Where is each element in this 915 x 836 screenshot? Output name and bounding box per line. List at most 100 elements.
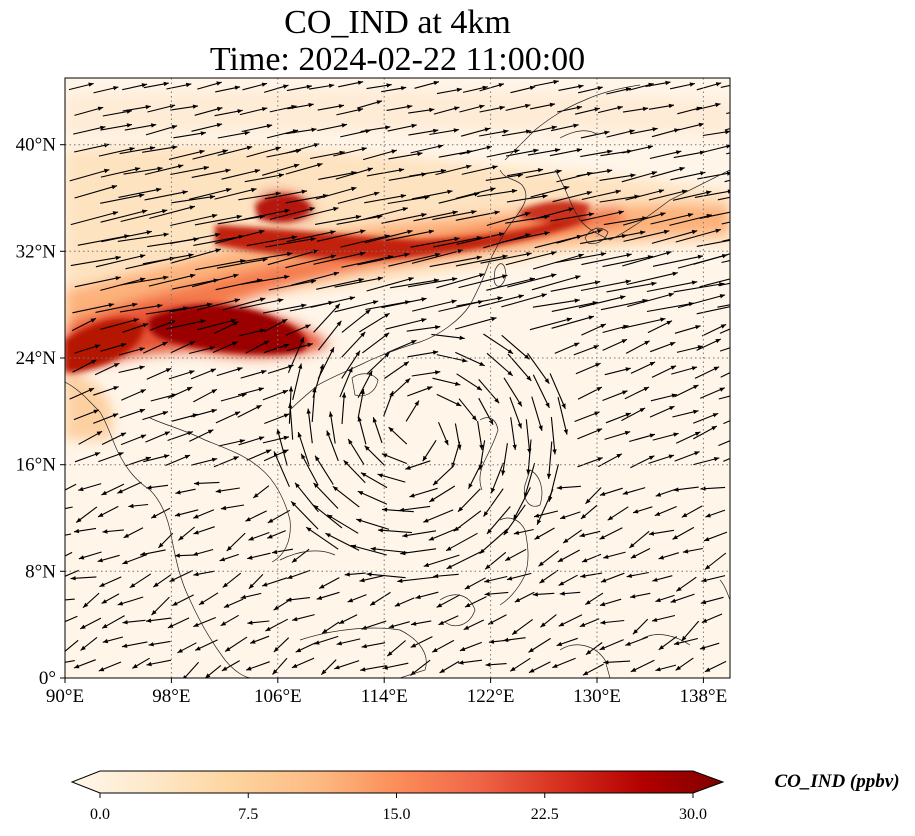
wind-vector-shaft: [723, 420, 730, 425]
colorbar-bar: [70, 770, 725, 794]
wind-vector-head: [691, 280, 698, 285]
wind-vector-shaft: [318, 171, 357, 180]
wind-vector-shaft: [307, 408, 313, 444]
wind-vector-shaft: [193, 235, 245, 246]
wind-vector-shaft: [119, 146, 156, 155]
wind-vector-head: [167, 623, 174, 628]
wind-vector-shaft: [359, 312, 390, 333]
wind-vector-shaft: [285, 143, 320, 154]
wind-vector-shaft: [65, 660, 75, 663]
wind-vector-head: [658, 645, 664, 650]
wind-vector-head: [742, 413, 748, 417]
wind-vector-shaft: [677, 294, 726, 309]
wind-vector-head: [387, 651, 393, 657]
wind-vector-head: [382, 507, 388, 512]
wind-vector-head: [122, 560, 128, 565]
wind-vector-head: [193, 530, 199, 535]
wind-vector-shaft: [123, 167, 163, 175]
wind-vector-head: [398, 168, 405, 173]
wind-vector-head: [232, 341, 238, 346]
wind-vector-head: [651, 281, 657, 286]
wind-vector-shaft: [168, 150, 205, 160]
wind-vector-head: [512, 629, 518, 635]
wind-vector-head: [83, 602, 89, 608]
wind-vector-shaft: [366, 573, 406, 579]
wind-vector-head: [98, 667, 105, 672]
wind-vector-head: [528, 647, 534, 653]
wind-vector-head: [56, 576, 62, 580]
wind-vector-head: [93, 409, 99, 414]
wind-vector-head: [476, 385, 482, 391]
wind-vector-head: [538, 425, 543, 431]
wind-vector-head: [295, 482, 300, 488]
wind-vector-head: [435, 252, 441, 258]
wind-vector-head: [370, 600, 376, 606]
wind-vector-head: [336, 641, 342, 646]
wind-vector-shaft: [65, 483, 77, 491]
wind-vector-head: [600, 252, 607, 257]
wind-vector-head: [652, 127, 658, 132]
wind-vector-head: [122, 643, 128, 648]
wind-vector-head: [503, 129, 509, 134]
wind-vector-head: [355, 350, 360, 357]
wind-vector-head: [261, 82, 268, 87]
wind-vector-shaft: [503, 504, 526, 536]
wind-vector-head: [719, 387, 725, 392]
wind-vector-shaft: [117, 233, 169, 242]
wind-vector-head: [184, 455, 191, 459]
wind-vector-shaft: [100, 123, 133, 131]
wind-vector-head: [97, 558, 103, 563]
wind-vector-head: [595, 363, 601, 368]
wind-vector-head: [615, 189, 621, 194]
wind-vector-head: [745, 122, 751, 126]
wind-vector-head: [120, 432, 127, 437]
wind-vector-head: [194, 481, 200, 486]
wind-vector-head: [139, 408, 145, 414]
wind-vector-head: [360, 331, 366, 338]
wind-vector-head: [695, 431, 701, 436]
wind-vector-head: [306, 527, 312, 532]
wind-vector-shaft: [693, 253, 730, 265]
wind-vector-head: [585, 498, 591, 504]
wind-vector-head: [146, 230, 152, 235]
wind-vector-head: [117, 489, 123, 494]
wind-vector-head: [421, 297, 427, 302]
wind-vector-head: [579, 622, 586, 627]
wind-vector-shaft: [721, 221, 730, 225]
wind-vector-head: [360, 389, 365, 395]
wind-vector-head: [262, 257, 268, 262]
wind-vector-shaft: [239, 298, 284, 309]
wind-vector-head: [275, 191, 281, 196]
wind-vector-shaft: [313, 252, 366, 265]
wind-vector-head: [394, 602, 401, 607]
wind-vector-head: [113, 363, 120, 368]
wind-vector-head: [715, 82, 722, 87]
wind-vector-head: [233, 273, 239, 278]
wind-vector-shaft: [622, 212, 666, 226]
wind-vector-head: [315, 455, 320, 462]
wind-vector-shaft: [100, 318, 140, 330]
wind-vector-head: [178, 535, 184, 541]
wind-vector-head: [328, 83, 335, 88]
wind-vector-head: [676, 150, 682, 155]
wind-vector-head: [760, 297, 765, 301]
wind-vector-shaft: [398, 505, 431, 512]
wind-vector-shaft: [310, 296, 356, 308]
wind-vector-head: [348, 439, 353, 445]
wind-vector-head: [513, 514, 518, 520]
wind-vector-head: [751, 145, 756, 149]
wind-vector-head: [454, 106, 460, 111]
wind-vector-head: [150, 123, 157, 128]
wind-vector-shaft: [65, 615, 78, 623]
wind-vector-shaft: [501, 293, 547, 308]
wind-vector-head: [211, 389, 217, 394]
wind-vector-shaft: [527, 148, 561, 156]
wind-vector-head: [115, 255, 121, 261]
wind-vector-head: [545, 402, 550, 408]
wind-vector-shaft: [241, 124, 273, 133]
wind-vector-shaft: [536, 488, 554, 526]
wind-vector-shaft: [580, 150, 613, 158]
wind-vector-shaft: [341, 309, 371, 333]
wind-vector-head: [687, 213, 694, 218]
wind-vector-shaft: [719, 347, 730, 352]
